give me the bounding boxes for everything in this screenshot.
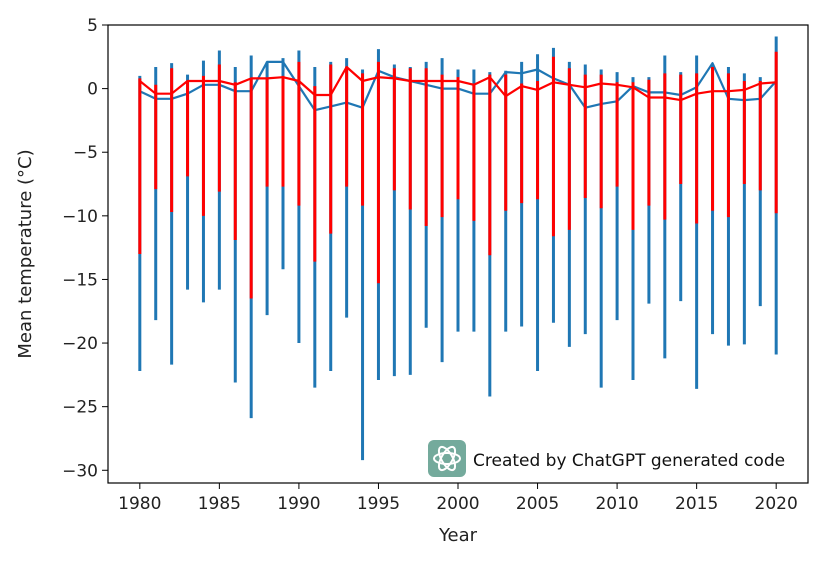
x-tick-label-2020: 2020 [755,494,798,514]
y-tick-label--25: −25 [62,398,98,418]
x-tick-label-1990: 1990 [277,494,320,514]
x-tick-label-2010: 2010 [595,494,638,514]
x-axis: 1980 1985 1990 1995 2000 2005 2010 2015 2020 [118,483,798,514]
x-tick-label-1980: 1980 [118,494,161,514]
x-axis-title: Year [438,525,478,546]
x-tick-label-2005: 2005 [516,494,559,514]
mean-line-1 [139,65,777,102]
y-tick-label--15: −15 [62,270,98,290]
y-tick-label--10: −10 [62,207,98,227]
y-tick-label--5: −5 [73,143,98,163]
x-tick-label-2015: 2015 [675,494,718,514]
credit-text: Created by ChatGPT generated code [473,451,785,471]
y-tick-label--20: −20 [62,334,98,354]
x-tick-label-1995: 1995 [357,494,400,514]
series-layer [138,36,778,461]
series-1 [138,51,778,299]
x-tick-label-2000: 2000 [436,494,479,514]
y-tick-label-5: 5 [87,16,98,36]
x-tick-label-1985: 1985 [198,494,241,514]
y-axis-title: Mean temperature (°C) [15,149,36,358]
credit-watermark: Created by ChatGPT generated code [428,440,785,477]
openai-knot-icon [433,445,461,472]
openai-logo-icon [428,440,466,477]
y-tick-label--30: −30 [62,461,98,481]
y-tick-label-0: 0 [87,80,98,100]
y-axis: 5 0 −5 −10 −15 −20 −25 −30 [62,16,108,481]
